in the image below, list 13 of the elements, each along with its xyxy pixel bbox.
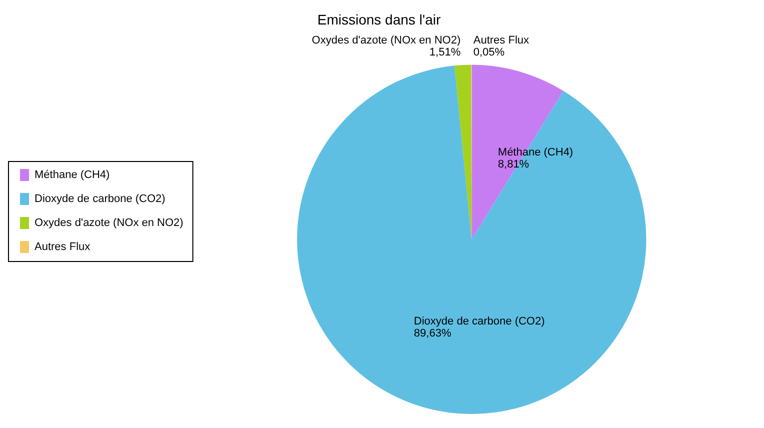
data-label: 8,81% bbox=[498, 158, 530, 171]
slice-label: Méthane (CH4) bbox=[498, 146, 574, 159]
data-label: 89,63% bbox=[414, 327, 452, 340]
legend-label: Oxydes d'azote (NOx en NO2) bbox=[34, 217, 184, 230]
slice-label: Dioxyde de carbone (CO2) bbox=[414, 315, 545, 328]
slice-label: Autres Flux bbox=[473, 34, 530, 46]
chart-title: Emissions dans l'air bbox=[317, 11, 441, 28]
legend-label: Autres Flux bbox=[34, 241, 91, 254]
legend-label: Dioxyde de carbone (CO2) bbox=[34, 193, 166, 206]
slice-label: Oxydes d'azote (NOx en NO2) bbox=[312, 34, 461, 47]
legend-label: Méthane (CH4) bbox=[34, 169, 110, 182]
data-label: 1,51% bbox=[429, 46, 461, 59]
data-label: 0,05% bbox=[473, 46, 505, 58]
